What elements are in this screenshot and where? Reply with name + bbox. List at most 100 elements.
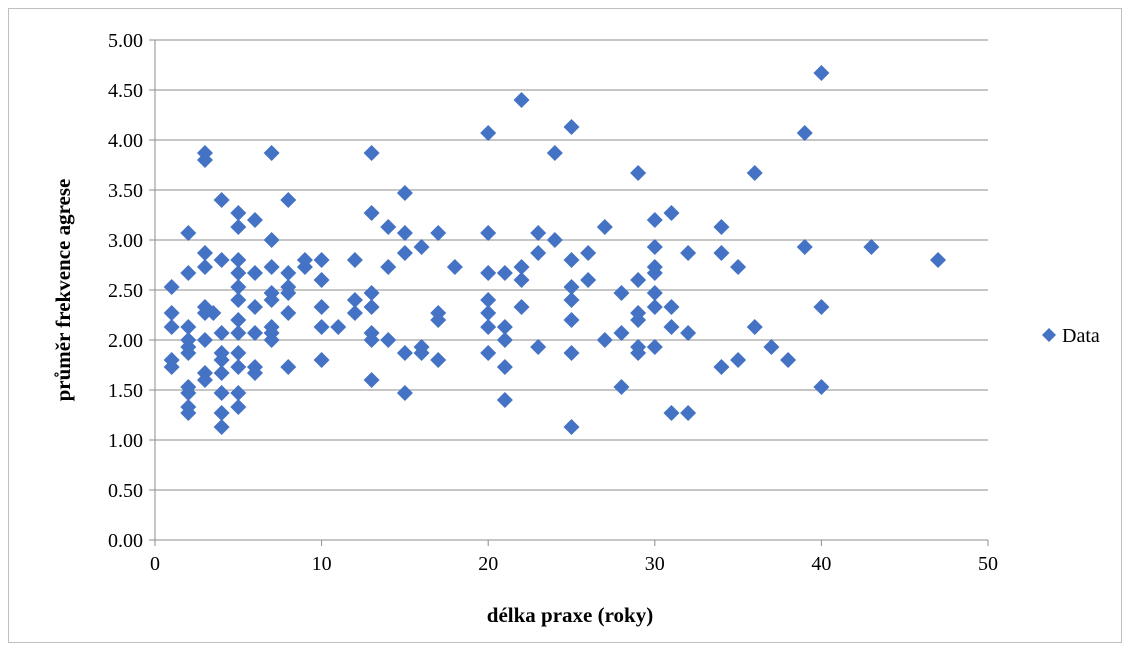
data-point (213, 352, 230, 368)
data-point (680, 405, 697, 421)
data-point (396, 185, 413, 201)
x-tick-label: 40 (811, 553, 831, 575)
data-point (580, 245, 597, 261)
data-point (196, 372, 213, 388)
data-point (513, 272, 530, 288)
data-point (230, 312, 247, 328)
data-point (230, 345, 247, 361)
data-point (646, 239, 663, 255)
y-axis-title: průměr frekvence agrese (51, 179, 75, 402)
y-tick-label: 2.50 (108, 280, 143, 302)
data-point (630, 345, 647, 361)
data-point (580, 272, 597, 288)
data-point (480, 305, 497, 321)
data-point (680, 245, 697, 261)
data-point (180, 319, 197, 335)
data-point (663, 319, 680, 335)
x-tick-label: 0 (150, 553, 160, 575)
data-point (730, 352, 747, 368)
data-point (530, 339, 547, 355)
data-point (563, 345, 580, 361)
data-point (530, 245, 547, 261)
data-point (380, 259, 397, 275)
data-point (213, 365, 230, 381)
data-point (630, 165, 647, 181)
data-point (230, 205, 247, 221)
data-point (280, 265, 297, 281)
data-point (380, 332, 397, 348)
data-point (230, 265, 247, 281)
data-point (380, 219, 397, 235)
data-point (630, 312, 647, 328)
data-point (196, 245, 213, 261)
data-point (180, 225, 197, 241)
data-point (796, 125, 813, 141)
data-point (480, 125, 497, 141)
data-point (663, 405, 680, 421)
data-point (163, 359, 180, 375)
data-point (196, 305, 213, 321)
data-point (646, 212, 663, 228)
data-point (563, 292, 580, 308)
y-tick-label: 0.50 (108, 480, 143, 502)
data-point (663, 205, 680, 221)
data-point (163, 279, 180, 295)
data-point (680, 325, 697, 341)
data-point (496, 392, 513, 408)
data-point (930, 252, 947, 268)
y-tick-label: 3.50 (108, 180, 143, 202)
data-point (813, 65, 830, 81)
data-point (746, 319, 763, 335)
data-point (263, 232, 280, 248)
data-point (230, 252, 247, 268)
data-point (480, 319, 497, 335)
data-point (430, 312, 447, 328)
data-point (480, 265, 497, 281)
data-point (596, 332, 613, 348)
x-tick-label: 20 (478, 553, 498, 575)
data-point (246, 299, 263, 315)
data-point (346, 252, 363, 268)
data-point (363, 299, 380, 315)
data-point (496, 332, 513, 348)
data-point (280, 359, 297, 375)
data-points (163, 65, 947, 435)
data-point (230, 279, 247, 295)
y-tick-label: 1.50 (108, 380, 143, 402)
data-point (263, 292, 280, 308)
x-axis-title: délka praxe (roky) (487, 603, 653, 627)
data-point (480, 345, 497, 361)
data-point (396, 385, 413, 401)
data-point (230, 359, 247, 375)
data-point (363, 372, 380, 388)
data-point (246, 365, 263, 381)
data-point (280, 285, 297, 301)
data-point (613, 325, 630, 341)
data-point (163, 319, 180, 335)
data-point (246, 212, 263, 228)
data-point (230, 292, 247, 308)
data-point (280, 192, 297, 208)
data-point (730, 259, 747, 275)
data-point (246, 325, 263, 341)
data-point (646, 265, 663, 281)
data-point (646, 339, 663, 355)
data-point (230, 399, 247, 415)
data-point (163, 305, 180, 321)
data-point (513, 259, 530, 275)
data-point (563, 419, 580, 435)
data-point (213, 325, 230, 341)
data-point (480, 225, 497, 241)
data-point (863, 239, 880, 255)
data-point (213, 419, 230, 435)
data-point (513, 299, 530, 315)
data-point (746, 165, 763, 181)
data-point (213, 385, 230, 401)
x-tick-labels: 0 10 20 30 40 50 (150, 553, 998, 575)
data-point (496, 265, 513, 281)
data-point (363, 205, 380, 221)
data-point (496, 319, 513, 335)
data-point (563, 312, 580, 328)
data-point (646, 285, 663, 301)
